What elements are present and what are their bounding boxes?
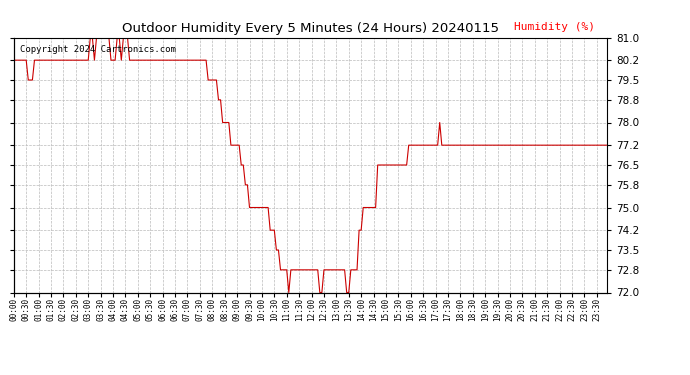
Title: Outdoor Humidity Every 5 Minutes (24 Hours) 20240115: Outdoor Humidity Every 5 Minutes (24 Hou… [122,22,499,35]
Text: Humidity (%): Humidity (%) [514,22,595,32]
Text: Copyright 2024 Cartronics.com: Copyright 2024 Cartronics.com [20,45,176,54]
